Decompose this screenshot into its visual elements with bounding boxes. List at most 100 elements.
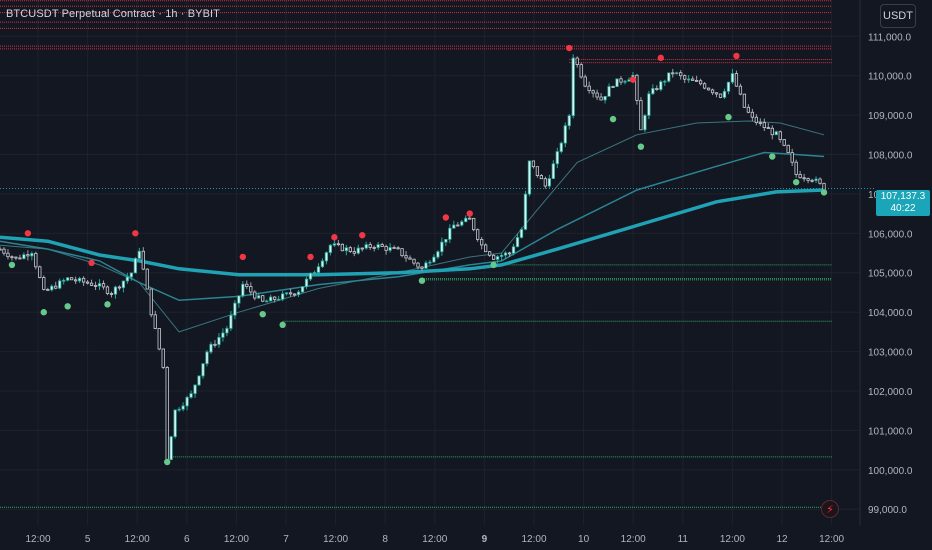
candle-body <box>655 88 659 90</box>
pivot-high-marker <box>132 230 139 237</box>
candle-body <box>511 246 516 254</box>
candle-body <box>472 217 476 231</box>
candle-body <box>26 254 30 257</box>
candle-body <box>460 221 464 226</box>
level-lines <box>0 0 876 508</box>
candle-body <box>404 255 408 259</box>
candle-body <box>416 262 420 268</box>
candle-body <box>543 178 547 187</box>
candle-body <box>547 178 551 187</box>
price-axis[interactable]: 111,000.0110,000.0109,000.0108,000.0107,… <box>868 32 913 516</box>
candle-body <box>253 291 257 299</box>
time-tick-label: 12 <box>776 534 788 545</box>
pivot-low-marker <box>163 458 171 466</box>
time-tick-label: 5 <box>85 534 91 545</box>
time-tick-label: 9 <box>482 534 488 545</box>
time-tick-label: 11 <box>678 534 689 545</box>
candle-body <box>722 90 727 98</box>
last-price-value: 107,137.3 <box>880 191 926 202</box>
candle-body <box>304 278 309 288</box>
candle-body <box>575 57 579 65</box>
pivot-low-marker <box>725 113 732 121</box>
candle-body <box>205 351 209 365</box>
time-tick-label: 7 <box>283 534 289 545</box>
chart-title: BTCUSDT Perpetual Contract · 1h · BYBIT <box>6 8 220 20</box>
time-tick-label: 12:00 <box>224 534 249 545</box>
candle-body <box>734 73 739 87</box>
candle-body <box>213 343 217 346</box>
time-axis[interactable]: 12:00 5 12:00 6 12:00 7 12:00 8 12:00 9 12:00 10 12:… <box>25 534 844 545</box>
pivot-high-marker <box>331 234 338 241</box>
price-tick-label: 109,000.0 <box>868 111 913 122</box>
candle-body <box>113 286 118 295</box>
candle-body <box>396 247 400 250</box>
time-tick-label: 12:00 <box>422 534 447 545</box>
candle-body <box>432 256 436 263</box>
candle-body <box>2 248 6 254</box>
candle-body <box>261 295 265 302</box>
price-tick-label: 103,000.0 <box>868 348 913 359</box>
candle-body <box>698 80 703 85</box>
lightning-icon[interactable]: ⚡ <box>821 500 839 518</box>
candle-body <box>480 239 484 246</box>
candle-body <box>233 302 237 316</box>
candle-body <box>599 96 603 101</box>
candle-body <box>42 277 46 290</box>
candle-body <box>619 78 623 83</box>
candle-body <box>121 280 126 289</box>
price-tick-label: 101,000.0 <box>868 426 913 437</box>
candle-body <box>46 288 50 291</box>
time-tick-label: 12:00 <box>125 534 150 545</box>
candle-body <box>647 93 651 116</box>
price-tick-label: 111,000.0 <box>868 32 911 43</box>
candle-body <box>810 179 814 182</box>
price-tick-label: 100,000.0 <box>868 466 913 477</box>
candle-body <box>671 72 675 75</box>
candle-body <box>137 250 141 259</box>
candle-body <box>675 72 679 75</box>
candle-body <box>169 436 173 461</box>
candle-body <box>308 272 313 280</box>
candle-body <box>519 229 524 238</box>
candle-body <box>14 256 18 259</box>
candle-body <box>153 314 157 329</box>
candle-body <box>774 131 778 136</box>
candle-body <box>639 100 643 131</box>
candle-body <box>726 81 731 92</box>
candle-body <box>754 116 758 123</box>
candle-body <box>702 83 707 89</box>
candle-body <box>667 72 671 82</box>
candle-body <box>97 283 102 287</box>
candle-body <box>515 237 520 248</box>
candle-body <box>77 277 82 282</box>
candle-body <box>782 139 786 146</box>
candle-body <box>352 251 356 254</box>
candle-body <box>495 256 500 260</box>
candle-body <box>269 296 273 302</box>
candle-body <box>70 277 74 281</box>
ema-mid-line <box>0 151 825 302</box>
candle-body <box>491 254 496 260</box>
candle-body <box>527 160 532 195</box>
candle-body <box>651 88 655 95</box>
candle-body <box>101 283 106 288</box>
candle-body <box>257 295 261 299</box>
time-tick-label: 12:00 <box>521 534 546 545</box>
candle-body <box>181 405 185 410</box>
candle-body <box>408 257 412 260</box>
candle-body <box>18 257 22 260</box>
time-tick-label: 12:00 <box>720 534 745 545</box>
price-tick-label: 105,000.0 <box>868 269 913 280</box>
moving-averages <box>0 120 825 333</box>
currency-button[interactable]: USDT <box>880 4 916 28</box>
time-tick-label: 6 <box>184 534 190 545</box>
candle-body <box>221 332 225 338</box>
candle-body <box>38 266 42 278</box>
candle-body <box>74 279 78 282</box>
candle-body <box>6 252 10 258</box>
candle-body <box>133 258 137 274</box>
candle-body <box>0 248 2 251</box>
candle-body <box>591 90 595 94</box>
pivot-low-marker <box>259 310 266 318</box>
